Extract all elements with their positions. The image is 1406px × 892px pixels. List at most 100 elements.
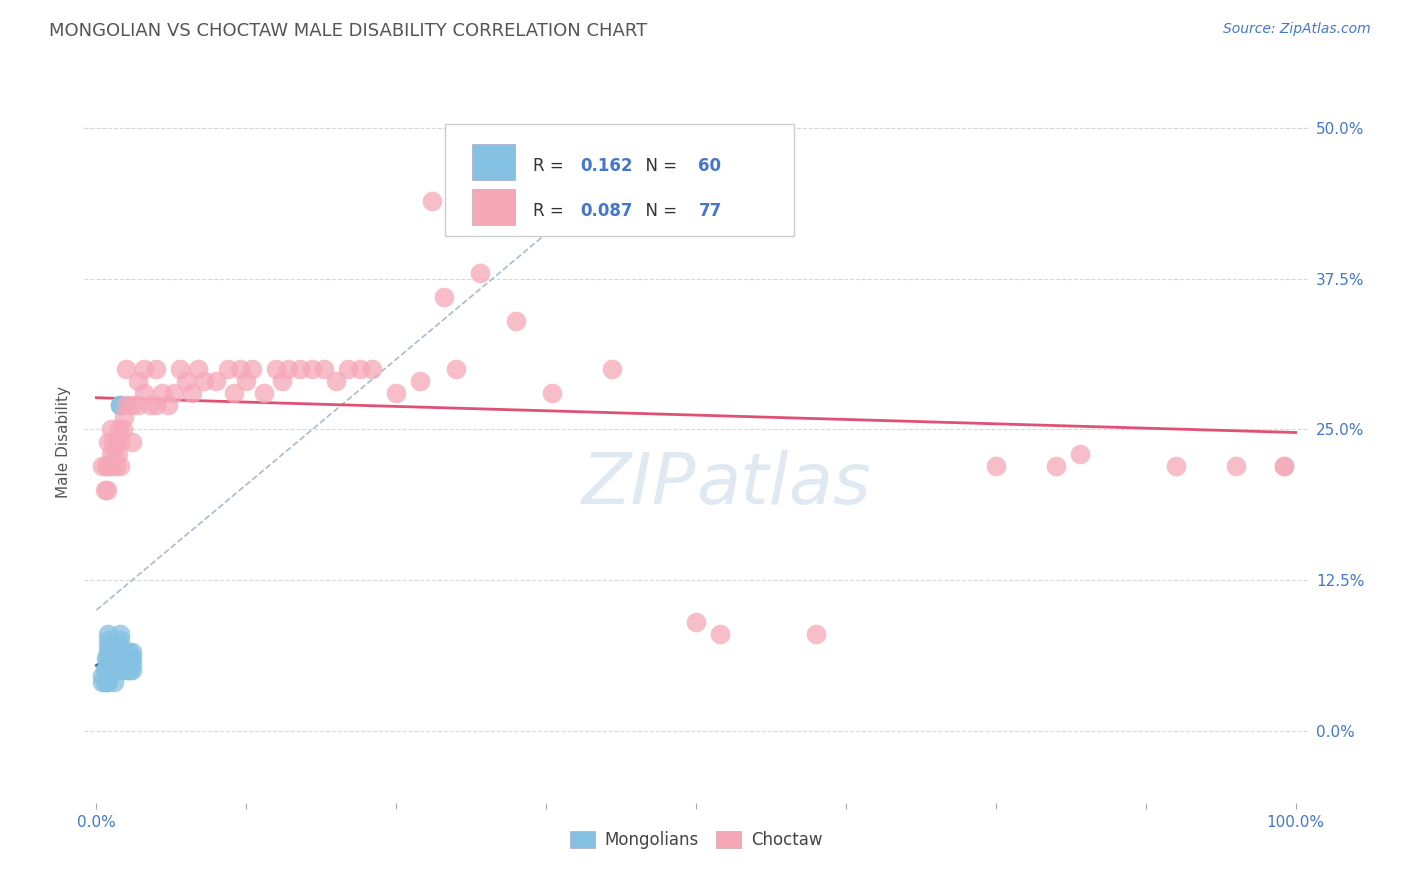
Point — [105, 651, 128, 665]
Point — [105, 434, 128, 449]
Point — [804, 627, 827, 641]
Point — [229, 362, 252, 376]
Point — [115, 398, 138, 412]
Point — [97, 664, 120, 678]
Point — [100, 651, 122, 665]
Point — [409, 375, 432, 389]
Text: atlas: atlas — [696, 450, 870, 519]
Point — [253, 386, 276, 401]
Point — [565, 194, 588, 208]
Text: N =: N = — [636, 202, 682, 219]
Bar — [472, 145, 515, 180]
Point — [110, 639, 132, 653]
Point — [93, 664, 117, 678]
Point — [1069, 446, 1091, 460]
Point — [110, 398, 132, 412]
Point — [433, 290, 456, 304]
Point — [103, 675, 125, 690]
Point — [111, 664, 134, 678]
Point — [264, 362, 287, 376]
Point — [134, 386, 156, 401]
Point — [118, 645, 141, 659]
Point — [240, 362, 263, 376]
Point — [145, 362, 167, 376]
Point — [100, 664, 122, 678]
Point — [100, 446, 122, 460]
Point — [121, 664, 143, 678]
Point — [97, 675, 120, 690]
Point — [108, 645, 131, 659]
Text: 0.087: 0.087 — [579, 202, 633, 219]
Point — [349, 362, 371, 376]
Point — [301, 362, 323, 376]
Point — [97, 639, 120, 653]
Point — [96, 664, 118, 678]
Point — [104, 458, 127, 473]
Point — [444, 362, 467, 376]
Point — [110, 651, 132, 665]
Point — [127, 398, 149, 412]
Point — [314, 362, 336, 376]
Point — [115, 362, 138, 376]
Point — [104, 657, 127, 672]
Point — [97, 651, 120, 665]
Point — [139, 398, 162, 412]
Text: 60: 60 — [699, 157, 721, 175]
Point — [120, 651, 142, 665]
Point — [685, 205, 707, 219]
Point — [110, 645, 132, 659]
Point — [505, 314, 527, 328]
Point — [97, 627, 120, 641]
Point — [150, 386, 173, 401]
Point — [118, 657, 141, 672]
Point — [101, 657, 124, 672]
Text: 77: 77 — [699, 202, 721, 219]
Point — [235, 375, 257, 389]
Point — [117, 664, 139, 678]
FancyBboxPatch shape — [446, 124, 794, 235]
Point — [97, 434, 120, 449]
Point — [101, 458, 124, 473]
Point — [103, 446, 125, 460]
Text: MONGOLIAN VS CHOCTAW MALE DISABILITY CORRELATION CHART: MONGOLIAN VS CHOCTAW MALE DISABILITY COR… — [49, 22, 647, 40]
Point — [96, 675, 118, 690]
Point — [96, 483, 118, 497]
Point — [174, 375, 197, 389]
Point — [105, 645, 128, 659]
Point — [110, 664, 132, 678]
Point — [110, 633, 132, 648]
Point — [541, 386, 564, 401]
Point — [325, 375, 347, 389]
Point — [118, 664, 141, 678]
Point — [110, 398, 132, 412]
Point — [118, 651, 141, 665]
Point — [112, 410, 135, 425]
Legend: Mongolians, Choctaw: Mongolians, Choctaw — [562, 824, 830, 856]
Point — [111, 423, 134, 437]
Point — [115, 657, 138, 672]
Point — [94, 458, 117, 473]
Point — [110, 434, 132, 449]
Point — [1045, 458, 1067, 473]
Point — [134, 362, 156, 376]
Point — [709, 627, 731, 641]
Point — [121, 645, 143, 659]
Point — [110, 627, 132, 641]
Point — [97, 633, 120, 648]
Point — [337, 362, 360, 376]
Point — [271, 375, 294, 389]
Bar — [472, 189, 515, 226]
Point — [103, 657, 125, 672]
Point — [1272, 458, 1295, 473]
Point — [91, 669, 114, 683]
Point — [94, 664, 117, 678]
Point — [121, 434, 143, 449]
Point — [97, 458, 120, 473]
Point — [163, 386, 186, 401]
Point — [157, 398, 180, 412]
Point — [114, 651, 136, 665]
Point — [685, 615, 707, 630]
Point — [117, 657, 139, 672]
Point — [169, 362, 191, 376]
Point — [104, 664, 127, 678]
